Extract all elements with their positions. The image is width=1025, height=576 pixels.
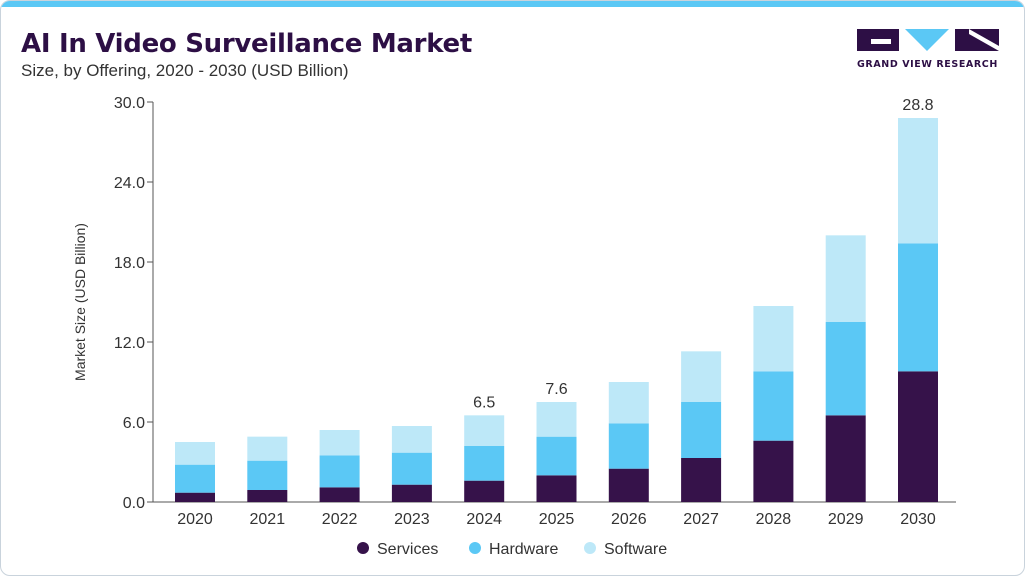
- y-tick-label: 12.0: [114, 335, 145, 352]
- bar-services-2026: [608, 468, 649, 502]
- legend-marker-services: [357, 542, 369, 554]
- bar-software-2027: [681, 351, 722, 402]
- bar-software-2023: [391, 426, 432, 453]
- x-tick-label: 2026: [611, 511, 647, 528]
- bar-hardware-2021: [247, 460, 288, 490]
- y-tick-label: 30.0: [114, 95, 145, 112]
- bar-services-2022: [319, 487, 360, 502]
- y-tick-label: 24.0: [114, 175, 145, 192]
- chart-subtitle: Size, by Offering, 2020 - 2030 (USD Bill…: [21, 61, 349, 80]
- bar-total-label: 6.5: [473, 394, 495, 411]
- bar-hardware-2029: [825, 322, 866, 416]
- bar-hardware-2026: [608, 423, 649, 469]
- bar-services-2027: [681, 458, 722, 502]
- bar-hardware-2030: [898, 243, 938, 372]
- bar-software-2026: [608, 382, 649, 424]
- bar-software-2029: [825, 235, 866, 322]
- bar-hardware-2020: [175, 464, 215, 493]
- legend-label-hardware: Hardware: [489, 541, 558, 558]
- bar-services-2029: [825, 415, 866, 502]
- top-accent-bar: [1, 1, 1024, 7]
- bar-hardware-2023: [391, 452, 432, 485]
- x-tick-label: 2020: [177, 511, 213, 528]
- bar-hardware-2025: [536, 436, 577, 476]
- x-tick-label: 2030: [900, 511, 936, 528]
- bar-services-2030: [898, 371, 938, 502]
- x-tick-label: 2022: [322, 511, 358, 528]
- legend-marker-software: [584, 542, 596, 554]
- bar-services-2023: [391, 484, 432, 502]
- x-tick-label: 2025: [539, 511, 575, 528]
- x-tick-label: 2021: [250, 511, 286, 528]
- bar-services-2021: [247, 490, 288, 502]
- bar-software-2030: [898, 118, 938, 244]
- bar-total-label: 7.6: [545, 381, 567, 398]
- y-tick-label: 6.0: [123, 415, 145, 432]
- bar-software-2028: [753, 306, 794, 372]
- brand-name: GRAND VIEW RESEARCH: [857, 59, 998, 70]
- x-tick-label: 2024: [466, 511, 502, 528]
- bar-services-2025: [536, 475, 577, 502]
- brand-logo-icon: [857, 29, 999, 51]
- bar-services-2028: [753, 440, 794, 502]
- y-tick-label: 0.0: [123, 495, 145, 512]
- bar-hardware-2028: [753, 371, 794, 441]
- bar-software-2024: [464, 415, 505, 446]
- bar-hardware-2024: [464, 446, 505, 481]
- y-axis-title: Market Size (USD Billion): [72, 223, 88, 381]
- bar-software-2025: [536, 402, 577, 437]
- x-tick-label: 2023: [394, 511, 430, 528]
- legend-marker-hardware: [469, 542, 481, 554]
- bar-hardware-2022: [319, 455, 360, 488]
- x-tick-label: 2028: [756, 511, 792, 528]
- y-tick-label: 18.0: [114, 255, 145, 272]
- chart-title: AI In Video Surveillance Market: [21, 29, 472, 59]
- bar-services-2020: [175, 492, 215, 502]
- bar-total-label: 28.8: [902, 97, 933, 114]
- bar-software-2021: [247, 436, 288, 461]
- x-tick-label: 2027: [683, 511, 719, 528]
- bar-hardware-2027: [681, 402, 722, 458]
- bar-software-2020: [175, 442, 215, 465]
- bar-software-2022: [319, 430, 360, 456]
- legend-label-services: Services: [377, 541, 438, 558]
- bar-services-2024: [464, 480, 505, 502]
- legend-label-software: Software: [604, 541, 667, 558]
- x-tick-label: 2029: [828, 511, 864, 528]
